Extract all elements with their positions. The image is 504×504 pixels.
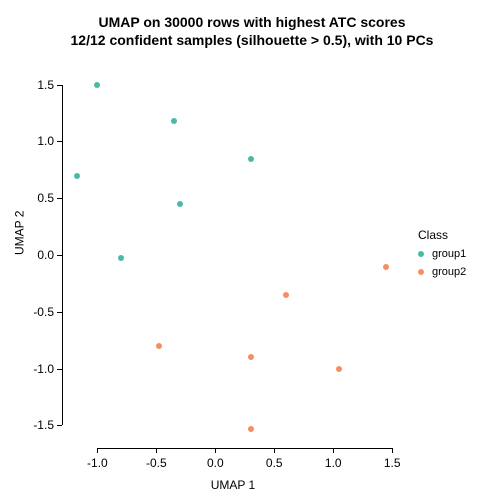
scatter-point <box>177 201 183 207</box>
x-tick-label: 0.0 <box>207 456 224 470</box>
scatter-point <box>74 173 80 179</box>
scatter-point <box>336 366 342 372</box>
x-tick-label: 1.0 <box>325 456 342 470</box>
y-tick-label: -1.0 <box>33 362 54 376</box>
x-tick <box>333 448 334 453</box>
legend-swatch-icon <box>418 269 424 275</box>
scatter-point <box>383 264 389 270</box>
x-tick <box>156 448 157 453</box>
y-tick <box>57 198 62 199</box>
y-tick-label: 1.0 <box>37 134 54 148</box>
x-axis-line <box>97 448 392 449</box>
legend-item: group2 <box>418 266 466 278</box>
chart-title-line1: UMAP on 30000 rows with highest ATC scor… <box>0 14 504 32</box>
scatter-point <box>248 156 254 162</box>
x-tick-label: -1.0 <box>87 456 108 470</box>
y-tick-label: 0.0 <box>37 248 54 262</box>
y-tick-label: -0.5 <box>33 305 54 319</box>
x-axis-label: UMAP 1 <box>62 478 404 492</box>
legend-title: Class <box>418 228 466 242</box>
chart-title: UMAP on 30000 rows with highest ATC scor… <box>0 14 504 49</box>
y-tick-label: 1.5 <box>37 78 54 92</box>
legend-item: group1 <box>418 248 466 260</box>
scatter-point <box>118 255 124 261</box>
x-tick <box>215 448 216 453</box>
y-tick <box>57 85 62 86</box>
scatter-point <box>156 343 162 349</box>
x-tick <box>392 448 393 453</box>
y-tick-label: 0.5 <box>37 191 54 205</box>
x-tick <box>274 448 275 453</box>
umap-scatter-chart: UMAP on 30000 rows with highest ATC scor… <box>0 0 504 504</box>
chart-title-line2: 12/12 confident samples (silhouette > 0.… <box>0 32 504 50</box>
x-tick-label: -0.5 <box>146 456 167 470</box>
y-tick <box>57 141 62 142</box>
scatter-point <box>248 354 254 360</box>
y-tick <box>57 369 62 370</box>
legend-label: group2 <box>432 266 466 278</box>
scatter-point <box>283 292 289 298</box>
x-tick <box>97 448 98 453</box>
y-tick <box>57 312 62 313</box>
legend-swatch-icon <box>418 251 424 257</box>
legend-label: group1 <box>432 248 466 260</box>
y-axis-line <box>62 85 63 426</box>
y-tick <box>57 425 62 426</box>
plot-area <box>62 62 404 448</box>
scatter-point <box>248 426 254 432</box>
scatter-point <box>171 118 177 124</box>
scatter-point <box>94 82 100 88</box>
y-tick <box>57 255 62 256</box>
legend: Class group1 group2 <box>418 228 466 278</box>
x-tick-label: 0.5 <box>266 456 283 470</box>
y-tick-label: -1.5 <box>33 418 54 432</box>
y-axis-label: UMAP 2 <box>13 254 27 255</box>
x-tick-label: 1.5 <box>384 456 401 470</box>
